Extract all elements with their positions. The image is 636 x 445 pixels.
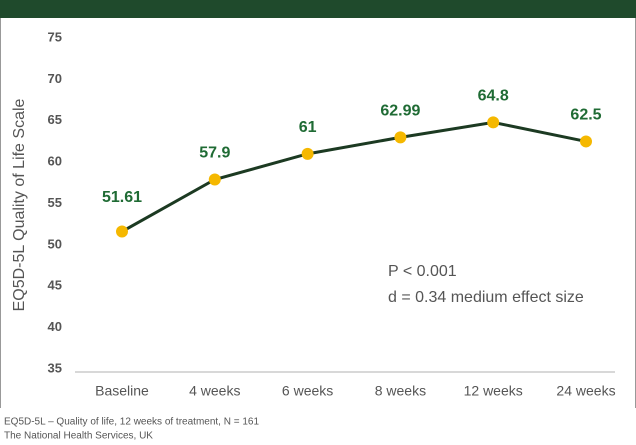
footnote: EQ5D-5L – Quality of life, 12 weeks of t… <box>4 417 259 428</box>
value-label: 57.9 <box>199 145 230 162</box>
value-label: 62.99 <box>380 103 420 120</box>
y-tick-label: 45 <box>48 278 62 293</box>
value-label: 61 <box>299 119 317 136</box>
y-tick-label: 50 <box>48 236 62 251</box>
annotation: d = 0.34 medium effect size <box>388 289 584 306</box>
y-tick-label: 70 <box>48 71 62 86</box>
point <box>487 116 500 129</box>
annotation: P < 0.001 <box>388 263 457 280</box>
y-tick-label: 75 <box>48 29 62 44</box>
point <box>580 135 592 148</box>
header-band <box>0 0 636 18</box>
point <box>301 147 314 160</box>
y-tick-label: 60 <box>48 154 62 169</box>
y-tick-label: 55 <box>48 195 62 210</box>
point <box>394 131 407 144</box>
line <box>121 120 587 233</box>
x-tick-label: 12 weeks <box>464 383 523 399</box>
x-tick-label: 4 weeks <box>189 383 240 399</box>
value-label: 64.8 <box>478 88 509 105</box>
x-tick-label: 8 weeks <box>375 383 426 399</box>
y-tick-label: 40 <box>48 319 62 334</box>
y-axis-label: EQ5D-5L Quality of Life Scale <box>11 98 28 311</box>
point <box>208 173 221 186</box>
footnote: The National Health Services, UK <box>4 431 153 442</box>
y-tick-label: 35 <box>48 360 62 375</box>
x-tick-label: 24 weeks <box>556 383 615 399</box>
value-label: 62.5 <box>570 107 601 124</box>
x-tick-label: 6 weeks <box>282 383 333 399</box>
x-tick-label: Baseline <box>95 383 149 399</box>
y-tick-label: 65 <box>48 112 62 127</box>
value-label: 51.61 <box>102 189 142 206</box>
point <box>116 225 128 238</box>
